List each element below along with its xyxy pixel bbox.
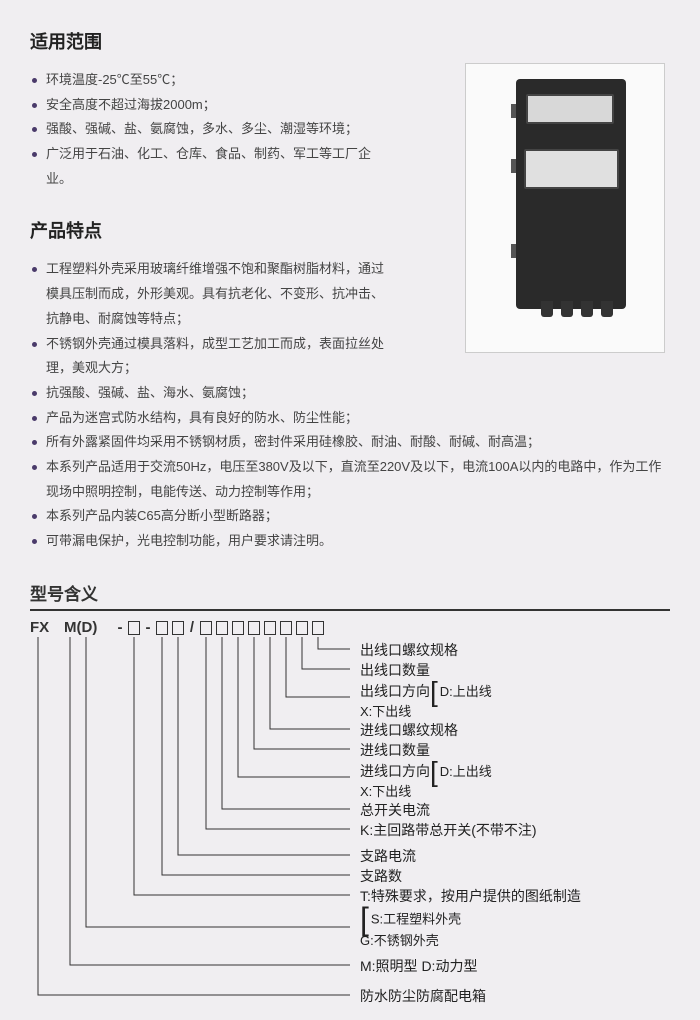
connector-lines (30, 637, 670, 1019)
label-type: M:照明型 D:动力型 (360, 956, 477, 976)
list-item: 抗强酸、强碱、盐、海水、氨腐蚀； (30, 381, 390, 406)
scope-heading: 适用范围 (30, 28, 670, 54)
label-inlet-dir: 进线口方向[D:上出线X:下出线 (360, 761, 492, 801)
label-shell: [S:工程塑料外壳G:不锈钢外壳 (360, 907, 461, 950)
code-prefix: FX (30, 619, 49, 636)
features-list-wide: 所有外露紧固件均采用不锈钢材质，密封件采用硅橡胶、耐油、耐酸、耐碱、耐高温；本系… (30, 430, 670, 553)
product-image (465, 63, 665, 353)
label-main-current: 总开关电流 (360, 800, 430, 820)
model-heading: 型号含义 (30, 580, 670, 611)
label-branch-current: 支路电流 (360, 846, 416, 866)
list-item: 本系列产品适用于交流50Hz，电压至380V及以下，直流至220V及以下，电流1… (30, 455, 670, 504)
list-item: 不锈钢外壳通过模具落料，成型工艺加工而成，表面拉丝处理，美观大方； (30, 332, 390, 381)
model-diagram: FX M(D) - - / (30, 619, 670, 1019)
list-item: 安全高度不超过海拔2000m； (30, 93, 390, 118)
label-product: 防水防尘防腐配电箱 (360, 986, 486, 1006)
label-main-switch: K:主回路带总开关(不带不注) (360, 820, 537, 840)
label-inlet-thread: 进线口螺纹规格 (360, 720, 458, 740)
list-item: 本系列产品内装C65高分断小型断路器； (30, 504, 670, 529)
label-special: T:特殊要求，按用户提供的图纸制造 (360, 886, 581, 906)
label-outlet-qty: 出线口数量 (360, 660, 430, 680)
list-item: 产品为迷宫式防水结构，具有良好的防水、防尘性能； (30, 406, 390, 431)
list-item: 所有外露紧固件均采用不锈钢材质，密封件采用硅橡胶、耐油、耐酸、耐碱、耐高温； (30, 430, 670, 455)
list-item: 工程塑料外壳采用玻璃纤维增强不饱和聚酯树脂材料，通过模具压制而成，外形美观。具有… (30, 257, 390, 331)
scope-list: 环境温度-25℃至55℃；安全高度不超过海拔2000m；强酸、强碱、盐、氨腐蚀，… (30, 68, 390, 191)
list-item: 可带漏电保护，光电控制功能，用户要求请注明。 (30, 529, 670, 554)
label-outlet-dir: 出线口方向[D:上出线X:下出线 (360, 681, 492, 721)
list-item: 广泛用于石油、化工、仓库、食品、制药、军工等工厂企业。 (30, 142, 390, 191)
list-item: 强酸、强碱、盐、氨腐蚀，多水、多尘、潮湿等环境； (30, 117, 390, 142)
label-outlet-thread: 出线口螺纹规格 (360, 640, 458, 660)
features-list-narrow: 工程塑料外壳采用玻璃纤维增强不饱和聚酯树脂材料，通过模具压制而成，外形美观。具有… (30, 257, 390, 430)
label-branch-count: 支路数 (360, 866, 402, 886)
label-inlet-qty: 进线口数量 (360, 740, 430, 760)
code-type: M(D) (64, 619, 97, 636)
list-item: 环境温度-25℃至55℃； (30, 68, 390, 93)
